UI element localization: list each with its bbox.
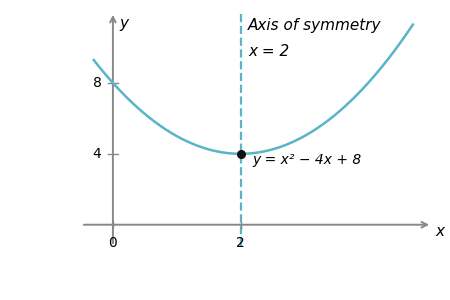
- Text: x = 2: x = 2: [248, 44, 289, 59]
- Text: y = x² − 4x + 8: y = x² − 4x + 8: [252, 153, 361, 166]
- Text: 2: 2: [236, 236, 245, 250]
- Text: y: y: [119, 16, 128, 31]
- Text: x: x: [435, 224, 444, 239]
- Text: 8: 8: [93, 76, 101, 90]
- Text: Axis of symmetry: Axis of symmetry: [248, 18, 382, 33]
- Text: 4: 4: [93, 147, 101, 161]
- Text: 0: 0: [108, 236, 117, 250]
